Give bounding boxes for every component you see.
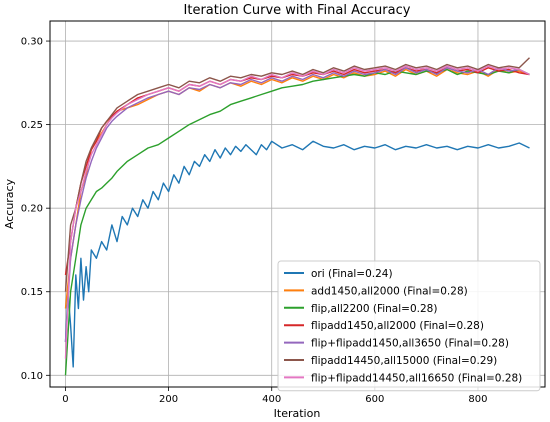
legend-entry: add1450,all2000 (Final=0.28) — [311, 285, 468, 297]
y-tick-label: 0.20 — [21, 204, 43, 215]
legend-entry: ori (Final=0.24) — [311, 268, 393, 280]
y-tick-label: 0.15 — [21, 287, 43, 298]
legend-entry: flip+flipadd1450,all3650 (Final=0.28) — [311, 338, 509, 350]
x-tick-label: 600 — [365, 394, 384, 405]
legend-entry: flipadd1450,all2000 (Final=0.28) — [311, 320, 484, 332]
x-tick-label: 400 — [262, 394, 281, 405]
series-lines — [64, 57, 530, 376]
series-line-5 — [64, 57, 530, 292]
y-tick-label: 0.10 — [21, 371, 43, 382]
chart-title: Iteration Curve with Final Accuracy — [184, 3, 411, 18]
y-axis-label: Accuracy — [3, 178, 16, 229]
legend-entry: flip,all2200 (Final=0.28) — [311, 303, 437, 315]
y-tick-label: 0.25 — [21, 120, 43, 131]
legend-box — [277, 260, 541, 392]
y-tick-label: 0.30 — [21, 37, 43, 48]
series-line-6 — [64, 65, 530, 359]
legend-entry: flipadd14450,all15000 (Final=0.29) — [311, 355, 497, 367]
x-tick-label: 800 — [468, 394, 487, 405]
x-tick-label: 200 — [159, 394, 178, 405]
x-tick-label: 0 — [62, 394, 68, 405]
legend: ori (Final=0.24) add1450,all2000 (Final=0… — [277, 260, 541, 392]
legend-entry: flip+flipadd14450,all16650 (Final=0.28) — [311, 372, 522, 384]
series-line-0 — [64, 140, 530, 368]
series-line-3 — [64, 67, 530, 276]
y-axis-ticks: 0.10 0.15 0.20 0.25 0.30 — [21, 37, 50, 382]
x-axis-label: Iteration — [274, 407, 321, 420]
series-line-4 — [64, 67, 530, 342]
